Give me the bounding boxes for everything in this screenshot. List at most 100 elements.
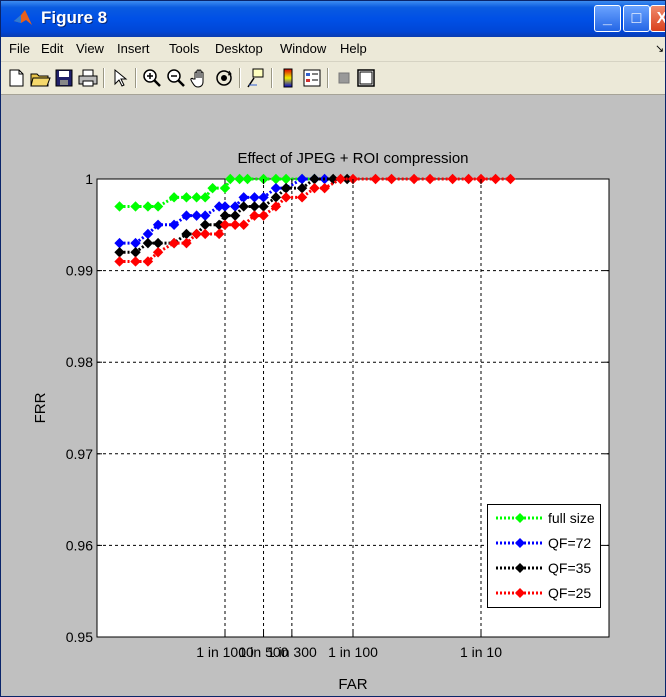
menu-overflow-icon[interactable]: ↘	[655, 43, 665, 55]
legend-entry: QF=72	[488, 532, 600, 554]
legend-entry: QF=25	[488, 582, 600, 604]
data-point	[152, 219, 164, 231]
data-point	[191, 192, 202, 203]
y-axis-label: FRR	[32, 392, 49, 423]
data-point	[335, 173, 346, 185]
toolbar-separator	[239, 68, 241, 88]
data-point	[213, 228, 225, 240]
legend-marker	[515, 513, 525, 523]
pan-hand-icon[interactable]	[189, 67, 211, 89]
maximize-button[interactable]: □	[623, 5, 650, 32]
data-point	[191, 210, 202, 221]
data-point	[327, 173, 339, 185]
menu-bar: File Edit View Insert Tools Desktop Wind…	[1, 37, 665, 62]
legend[interactable]: full size QF=72 QF=35 QF=25	[487, 504, 601, 608]
menu-insert[interactable]: Insert	[117, 41, 150, 56]
legend-marker	[515, 538, 525, 548]
data-point	[505, 173, 516, 185]
data-point	[114, 201, 125, 212]
close-button[interactable]: X	[650, 5, 665, 32]
y-tick-label: 0.98	[66, 354, 93, 370]
menu-help[interactable]: Help	[340, 41, 367, 56]
legend-entry: QF=35	[488, 557, 600, 579]
data-point	[219, 219, 231, 231]
x-tick-label: 1 in 500	[239, 644, 289, 660]
data-point	[142, 256, 154, 267]
pointer-icon[interactable]	[109, 67, 131, 89]
data-point	[225, 173, 236, 185]
menu-view[interactable]: View	[76, 41, 104, 56]
x-tick-label: 1 in 100	[328, 644, 378, 660]
x-axis-label: FAR	[338, 676, 367, 693]
menu-tools[interactable]: Tools	[169, 41, 200, 56]
data-point	[270, 201, 282, 212]
data-point	[490, 173, 501, 185]
menu-desktop[interactable]: Desktop	[215, 41, 263, 56]
legend-swatch-qf35	[496, 563, 544, 573]
y-tick-label: 0.96	[66, 537, 93, 553]
legend-label: full size	[548, 510, 595, 526]
data-point	[142, 237, 154, 249]
data-point	[191, 228, 202, 240]
x-tick-label: 1 in 300	[267, 644, 317, 660]
matlab-logo-icon	[14, 10, 32, 25]
colorbar-icon[interactable]	[277, 67, 299, 89]
open-folder-icon[interactable]	[29, 67, 51, 89]
print-icon[interactable]	[77, 67, 99, 89]
data-point	[219, 182, 231, 194]
data-point	[242, 173, 253, 185]
data-point	[408, 173, 420, 185]
zoom-in-icon[interactable]	[141, 67, 163, 89]
save-icon[interactable]	[53, 67, 75, 89]
data-point	[309, 182, 320, 194]
data-point	[249, 210, 260, 221]
zoom-out-icon[interactable]	[165, 67, 187, 89]
y-tick-label: 1	[85, 171, 93, 187]
data-point	[168, 219, 180, 231]
data-cursor-icon[interactable]	[245, 67, 267, 89]
data-point	[234, 173, 245, 185]
menu-edit[interactable]: Edit	[41, 41, 64, 56]
legend-marker	[515, 563, 525, 573]
toolbar	[1, 62, 665, 95]
menu-window[interactable]: Window	[280, 41, 327, 56]
toolbar-separator	[135, 68, 137, 88]
new-file-icon[interactable]	[5, 67, 27, 89]
menu-file[interactable]: File	[9, 41, 30, 56]
data-point	[370, 173, 381, 185]
series-group	[114, 173, 516, 267]
data-point	[424, 173, 436, 185]
data-point	[130, 256, 141, 267]
legend-label: QF=35	[548, 560, 592, 576]
data-point	[181, 237, 192, 249]
legend-swatch-qf25	[496, 588, 544, 598]
legend-icon[interactable]	[301, 67, 323, 89]
data-point	[130, 201, 141, 212]
series-3	[114, 173, 353, 258]
data-point	[168, 192, 180, 203]
data-point	[280, 192, 292, 203]
rotate-3d-icon[interactable]	[213, 67, 235, 89]
data-point	[142, 201, 154, 212]
minimize-button[interactable]: _	[594, 5, 621, 32]
x-tick-label: 1 in 1000	[196, 644, 254, 660]
toolbar-separator	[327, 68, 329, 88]
data-point	[152, 247, 164, 258]
data-point	[199, 192, 211, 203]
series-4	[114, 173, 516, 267]
data-point	[386, 173, 397, 185]
hide-plot-tools-icon[interactable]	[333, 67, 355, 89]
data-point	[168, 237, 180, 249]
data-point	[152, 201, 164, 212]
data-point	[447, 173, 458, 185]
toolbar-separator	[103, 68, 105, 88]
y-tick-label: 0.97	[66, 446, 93, 462]
legend-label: QF=72	[548, 535, 592, 551]
title-bar[interactable]: Figure 8 _ □ X	[1, 1, 665, 37]
x-tick-label: 1 in 10	[460, 644, 502, 660]
show-plot-tools-icon[interactable]	[355, 67, 377, 89]
legend-entry: full size	[488, 507, 600, 529]
